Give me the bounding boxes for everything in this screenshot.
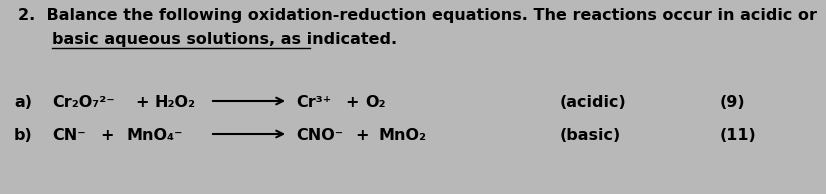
Text: +: + — [135, 95, 149, 110]
Text: (9): (9) — [720, 95, 746, 110]
Text: (11): (11) — [720, 128, 757, 143]
Text: MnO₂: MnO₂ — [378, 128, 426, 143]
Text: +: + — [100, 128, 113, 143]
Text: CNO⁻: CNO⁻ — [296, 128, 344, 143]
Text: b): b) — [14, 128, 33, 143]
Text: +: + — [345, 95, 358, 110]
Text: O₂: O₂ — [365, 95, 386, 110]
Text: MnO₄⁻: MnO₄⁻ — [127, 128, 183, 143]
Text: Cr₂O₇²⁻: Cr₂O₇²⁻ — [52, 95, 115, 110]
Text: H₂O₂: H₂O₂ — [155, 95, 196, 110]
Text: Cr³⁺: Cr³⁺ — [296, 95, 331, 110]
Text: a): a) — [14, 95, 32, 110]
Text: +: + — [355, 128, 368, 143]
Text: 2.  Balance the following oxidation-reduction equations. The reactions occur in : 2. Balance the following oxidation-reduc… — [18, 8, 817, 23]
Text: (acidic): (acidic) — [560, 95, 627, 110]
Text: CN⁻: CN⁻ — [52, 128, 86, 143]
Text: basic aqueous solutions, as indicated.: basic aqueous solutions, as indicated. — [52, 32, 397, 47]
Text: (basic): (basic) — [560, 128, 621, 143]
